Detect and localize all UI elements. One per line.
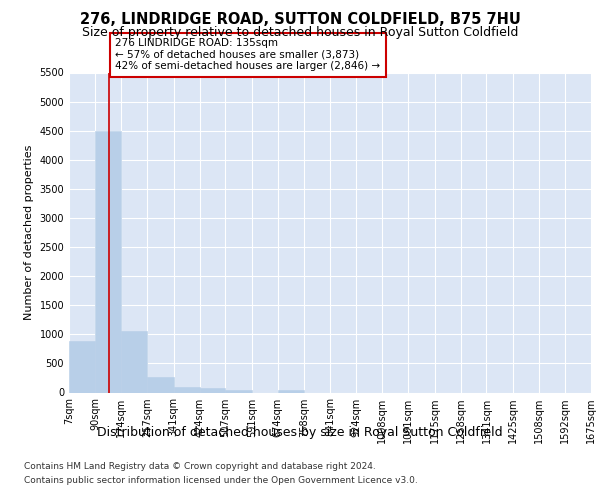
- Bar: [69, 342, 95, 392]
- Bar: [199, 388, 226, 392]
- Bar: [95, 130, 121, 392]
- Y-axis label: Number of detached properties: Number of detached properties: [24, 145, 34, 320]
- Bar: [147, 377, 173, 392]
- Bar: [278, 390, 304, 392]
- Text: Contains HM Land Registry data © Crown copyright and database right 2024.: Contains HM Land Registry data © Crown c…: [24, 462, 376, 471]
- Bar: [121, 331, 147, 392]
- Bar: [173, 388, 200, 392]
- Text: Size of property relative to detached houses in Royal Sutton Coldfield: Size of property relative to detached ho…: [82, 26, 518, 39]
- Text: 276 LINDRIDGE ROAD: 135sqm
← 57% of detached houses are smaller (3,873)
42% of s: 276 LINDRIDGE ROAD: 135sqm ← 57% of deta…: [115, 38, 380, 72]
- Text: Contains public sector information licensed under the Open Government Licence v3: Contains public sector information licen…: [24, 476, 418, 485]
- Text: Distribution of detached houses by size in Royal Sutton Coldfield: Distribution of detached houses by size …: [97, 426, 503, 439]
- Bar: [226, 390, 252, 392]
- Text: 276, LINDRIDGE ROAD, SUTTON COLDFIELD, B75 7HU: 276, LINDRIDGE ROAD, SUTTON COLDFIELD, B…: [80, 12, 520, 28]
